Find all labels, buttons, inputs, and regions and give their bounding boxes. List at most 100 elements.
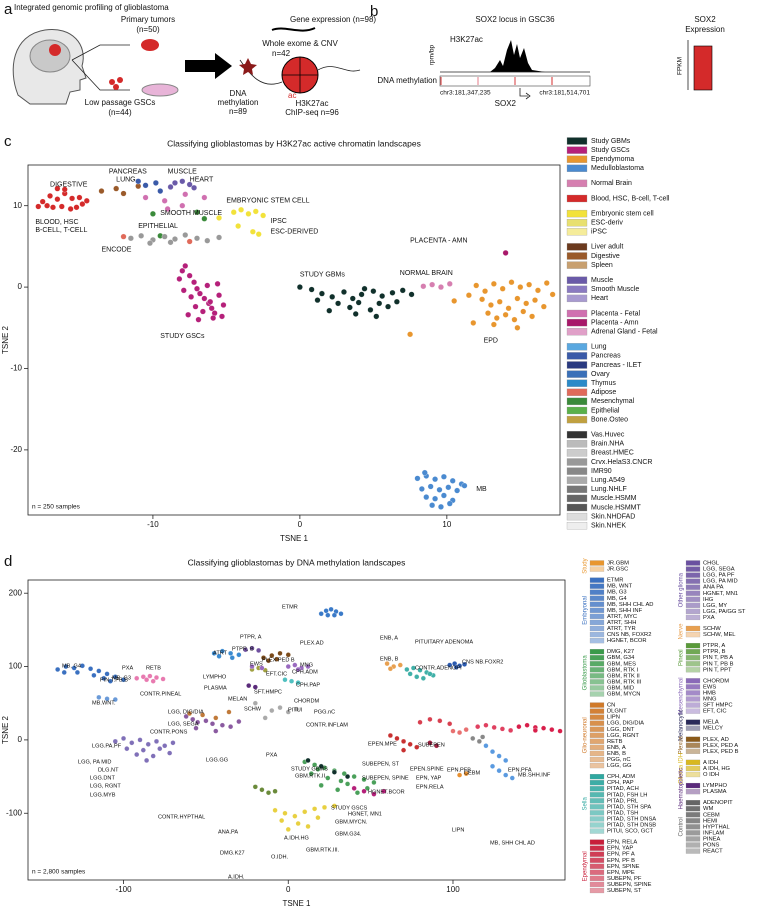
legend-label: JR.GBM: [607, 561, 629, 567]
point: [414, 674, 420, 680]
point: [185, 311, 192, 318]
legend-swatch: [685, 708, 701, 714]
point: [167, 184, 174, 190]
methylation-ticks: [440, 77, 553, 85]
legend-label: EPN, RELA: [607, 840, 637, 846]
legend-swatch: [566, 252, 588, 260]
point: [429, 281, 436, 288]
cluster-label: STUDY GSCs: [160, 333, 205, 340]
label: Primary tumors: [121, 15, 175, 24]
point: [252, 784, 258, 790]
legend-label: Crvx.HelaS3.CNCR: [591, 459, 652, 466]
legend-label: Muscle.HSMMT: [591, 504, 642, 511]
legend-label: Normal Brain: [591, 180, 632, 187]
x-axis-label: TSNE 1: [280, 534, 309, 543]
point: [315, 766, 321, 772]
point: [249, 664, 255, 670]
legend-swatch: [589, 869, 605, 875]
legend-swatch: [685, 584, 701, 590]
point: [219, 648, 225, 654]
point: [152, 179, 159, 186]
point: [69, 195, 76, 202]
legend-swatch: [566, 379, 588, 387]
label: DNA: [230, 89, 248, 98]
point: [228, 724, 234, 730]
cluster-label: DLG.NT: [98, 767, 119, 773]
cluster-label: HGNET, MN1: [348, 811, 382, 817]
legend-label: Brain.NHA: [591, 441, 624, 448]
point: [355, 299, 362, 306]
legend-label: Medulloblastoma: [591, 165, 644, 172]
point: [50, 204, 56, 211]
legend-group: Melanocytic: [679, 709, 685, 741]
y-tick-label: 10: [13, 201, 22, 210]
legend-group: Mesenchymal: [679, 677, 685, 714]
cluster-label: DMG.K27: [220, 850, 245, 856]
point: [260, 212, 267, 219]
point: [445, 484, 452, 491]
point: [329, 293, 336, 300]
methylation-track: [439, 75, 591, 87]
cluster-label: PTPR, B: [232, 646, 254, 652]
legend-label: CEBM: [703, 812, 720, 818]
cluster-label: PXA: [266, 752, 277, 758]
legend-swatch: [685, 719, 701, 725]
point: [172, 236, 178, 243]
point: [473, 282, 480, 289]
point: [282, 677, 288, 683]
arrow: [185, 53, 232, 79]
legend-label: PITAD, STH SPA: [607, 804, 651, 810]
point: [179, 267, 186, 274]
cluster-label: LGG.GG: [206, 757, 228, 763]
cluster-label: ETMR: [282, 604, 298, 610]
legend-swatch: [589, 732, 605, 738]
y-tick-label: 200: [9, 588, 23, 597]
point: [532, 297, 538, 304]
point: [201, 215, 208, 222]
legend-swatch: [589, 679, 605, 685]
cluster-label: EPN.PFB: [447, 767, 471, 773]
point: [127, 235, 134, 242]
point: [211, 310, 218, 317]
legend-label: DLGNT: [607, 709, 627, 715]
point: [418, 486, 425, 492]
point: [358, 291, 365, 298]
cluster-label: SUBEPEN, SPINE: [362, 775, 409, 781]
cluster-label: PXA: [122, 665, 133, 671]
legend-label: ATRT, SHH: [607, 620, 636, 626]
point: [134, 675, 140, 681]
axis-label: FPKM: [677, 57, 684, 75]
plot-frame: [27, 579, 566, 881]
point: [219, 313, 225, 320]
cluster-label: PANCREAS: [109, 168, 147, 175]
panel-title: Integrated genomic profiling of glioblas…: [14, 3, 169, 12]
point: [71, 665, 77, 671]
point: [176, 276, 183, 282]
point: [540, 303, 547, 310]
cluster-label: PGG.nC: [314, 709, 335, 715]
legend-swatch: [685, 765, 701, 772]
legend-swatch: [589, 798, 605, 804]
legend-swatch: [589, 804, 605, 810]
legend-label: CHGL: [703, 561, 720, 567]
point: [335, 787, 341, 793]
y-tick-label: -10: [10, 364, 22, 373]
legend-label: ADENOPIT: [703, 800, 733, 806]
cluster-label: PITUI: [288, 707, 303, 713]
label: n=89: [229, 107, 248, 116]
legend-swatch: [589, 744, 605, 751]
legend-label: HMB: [703, 690, 716, 696]
legend-swatch: [685, 608, 701, 615]
point: [292, 813, 298, 819]
label: ac: [288, 91, 296, 100]
cluster-label: STUDY GSCS: [331, 805, 368, 811]
legend-label: LGG, DIG/DIA: [607, 721, 644, 727]
legend-swatch: [685, 830, 701, 836]
cluster-label: LUNG: [116, 176, 135, 183]
cluster-label: ANA.PA: [218, 829, 238, 835]
cluster-label: PTPR, A: [240, 634, 262, 640]
legend-swatch: [589, 851, 605, 857]
cluster-label: LGG.PA.PF: [92, 743, 122, 749]
point: [517, 284, 524, 291]
point: [387, 666, 393, 672]
